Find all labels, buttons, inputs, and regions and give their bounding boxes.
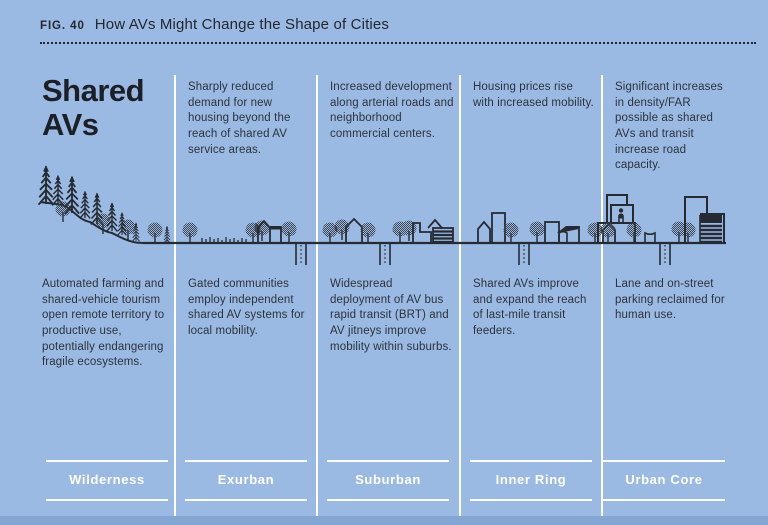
figure-header: FIG. 40 How AVs Might Change the Shape o… — [40, 16, 756, 33]
column-divider — [459, 75, 461, 525]
urban-core-scene — [597, 194, 725, 266]
panel-title-line1: Shared — [42, 73, 145, 108]
pine-tree-icon — [105, 202, 119, 233]
transit-shaft-icon — [295, 242, 307, 266]
house-icon — [477, 220, 491, 243]
deciduous-tree-icon — [670, 220, 688, 243]
inner-ring-scene — [477, 212, 604, 266]
tower-building-icon — [544, 221, 560, 244]
tower-building-icon — [597, 194, 636, 244]
deciduous-tree-icon — [119, 218, 137, 241]
transit-shaft-icon — [518, 242, 530, 266]
deciduous-tree-icon — [253, 219, 271, 242]
suburban-top-text: Increased development along arterial roa… — [330, 81, 454, 140]
exurban-scene — [181, 219, 307, 266]
column-divider — [174, 75, 176, 525]
zone-label: Inner Ring — [495, 472, 567, 487]
dotted-rule — [40, 42, 756, 44]
zone-label: Exurban — [217, 472, 275, 487]
zone-exurban: Exurban — [185, 460, 307, 501]
pine-tree-icon — [51, 174, 65, 207]
person-icon — [618, 208, 624, 223]
suburban-bottom-text: Widespread deployment of AV bus rapid tr… — [330, 278, 452, 353]
house-icon — [345, 217, 363, 243]
suburban-scene — [321, 217, 454, 266]
wilderness-scene — [37, 165, 171, 244]
parking-garage-icon — [427, 218, 454, 244]
deciduous-tree-icon — [244, 221, 262, 244]
zone-inner-ring: Inner Ring — [470, 460, 592, 501]
deciduous-tree-icon — [679, 221, 697, 244]
zone-label: Suburban — [355, 472, 421, 487]
deciduous-tree-icon — [146, 221, 164, 244]
urban-core-top-text: Significant increases in density/FAR pos… — [615, 81, 723, 172]
transit-shaft-icon — [659, 242, 671, 266]
deciduous-tree-icon — [528, 220, 546, 243]
pine-tree-icon — [63, 175, 81, 215]
factory-icon — [412, 222, 432, 243]
exurban-bottom-text: Gated communities employ independent sha… — [188, 278, 305, 337]
deciduous-tree-icon — [280, 220, 298, 243]
deciduous-tree-icon — [502, 221, 520, 244]
panel-title: Shared AVs — [42, 73, 145, 143]
panel-title-line2: AVs — [42, 107, 99, 143]
hillside-icon — [39, 201, 144, 244]
inner-ring-top-text: Housing prices rise with increased mobil… — [473, 81, 594, 109]
bottom-strip — [0, 516, 768, 525]
wilderness-bottom-text: Automated farming and shared-vehicle tou… — [42, 278, 165, 369]
crops-icon — [201, 237, 247, 243]
pine-tree-icon — [131, 222, 141, 242]
house-icon — [602, 222, 616, 243]
pine-tree-icon — [79, 190, 91, 220]
deciduous-tree-icon — [625, 221, 643, 244]
house-icon — [257, 219, 282, 243]
deciduous-tree-icon — [333, 218, 351, 241]
barn-icon — [557, 226, 580, 243]
deciduous-tree-icon — [321, 221, 339, 244]
urban-core-bottom-text: Lane and on-street parking reclaimed for… — [615, 278, 725, 322]
exurban-top-text: Sharply reduced demand for new housing b… — [188, 81, 291, 156]
pine-tree-icon — [163, 225, 171, 244]
zone-urban-core: Urban Core — [603, 460, 725, 501]
deciduous-tree-icon — [94, 212, 112, 235]
figure-number-label: FIG. 40 — [40, 20, 85, 32]
pine-tree-icon — [117, 212, 127, 236]
parking-garage-icon — [699, 215, 722, 244]
deciduous-tree-icon — [391, 220, 409, 243]
pine-tree-icon — [90, 192, 104, 226]
kiosk-icon — [644, 231, 656, 243]
deciduous-tree-icon — [400, 219, 418, 242]
tower-building-icon — [684, 196, 725, 243]
zone-wilderness: Wilderness — [46, 460, 168, 501]
deciduous-tree-icon — [181, 221, 199, 244]
inner-ring-bottom-text: Shared AVs improve and expand the reach … — [473, 278, 587, 337]
column-divider — [316, 75, 318, 525]
deciduous-tree-icon — [54, 200, 72, 223]
tower-building-icon — [491, 212, 506, 244]
zone-suburban: Suburban — [327, 460, 449, 501]
transit-shaft-icon — [379, 242, 391, 266]
column-divider — [601, 75, 603, 525]
pine-tree-icon — [37, 165, 55, 206]
zone-label: Urban Core — [625, 472, 703, 487]
deciduous-tree-icon — [359, 221, 377, 244]
figure-title: How AVs Might Change the Shape of Cities — [94, 16, 390, 33]
zone-label: Wilderness — [69, 472, 145, 487]
